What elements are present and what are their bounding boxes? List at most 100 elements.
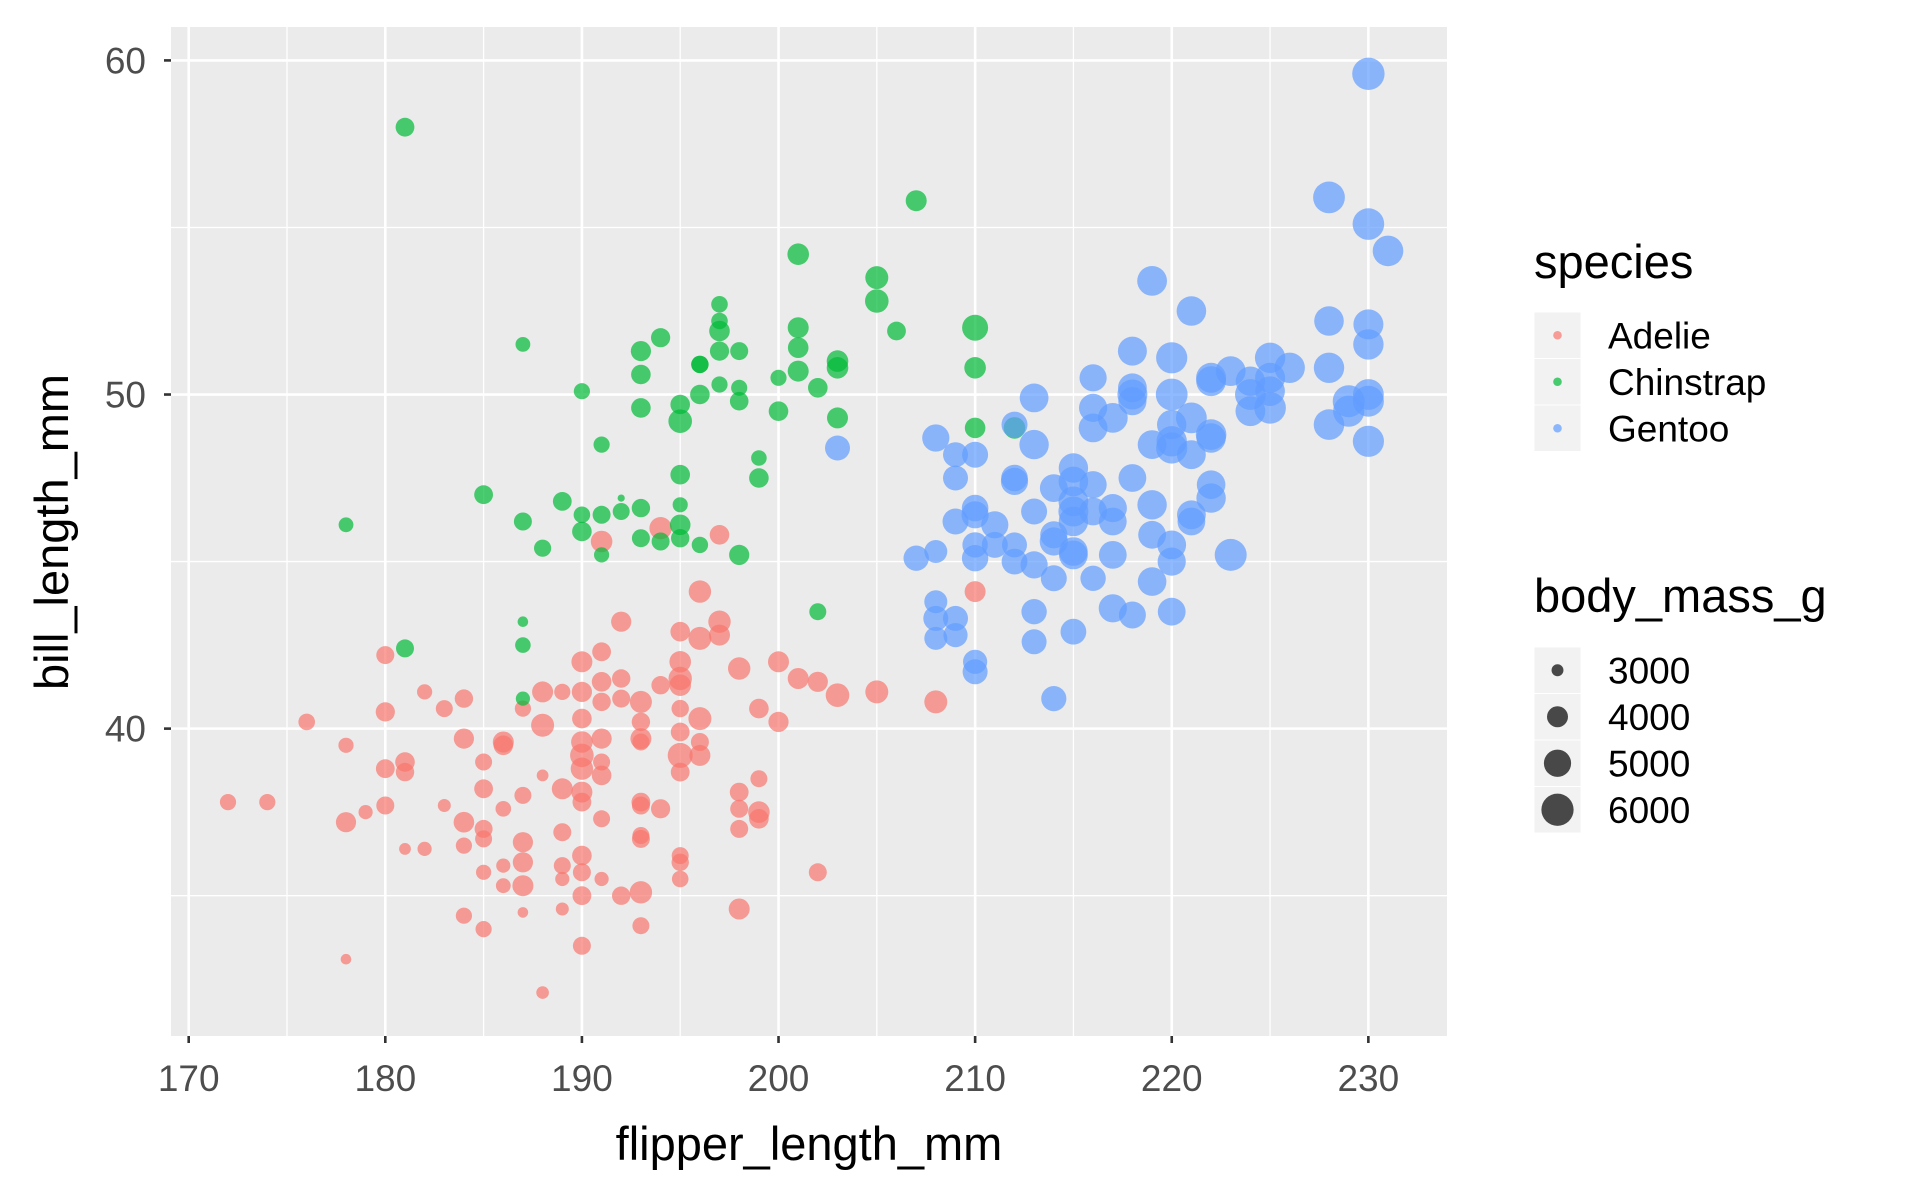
- point-adelie: [395, 762, 415, 782]
- point-chinstrap: [572, 521, 592, 542]
- point-adelie: [649, 517, 672, 540]
- point-gentoo: [1118, 601, 1146, 629]
- point-chinstrap: [515, 637, 531, 653]
- point-adelie: [669, 674, 691, 696]
- point-gentoo: [1214, 538, 1247, 571]
- point-adelie: [787, 668, 809, 689]
- point-chinstrap: [731, 379, 748, 396]
- point-adelie: [475, 921, 492, 938]
- point-chinstrap: [711, 376, 728, 393]
- point-adelie: [417, 841, 432, 857]
- point-chinstrap: [729, 544, 750, 566]
- point-chinstrap: [573, 506, 591, 524]
- point-chinstrap: [711, 296, 728, 313]
- point-adelie: [924, 690, 948, 714]
- point-gentoo: [922, 424, 950, 452]
- point-chinstrap: [593, 436, 610, 453]
- point-adelie: [474, 779, 493, 799]
- point-adelie: [629, 690, 652, 713]
- point-adelie: [476, 864, 492, 880]
- point-gentoo: [1352, 57, 1385, 90]
- point-adelie: [612, 689, 631, 708]
- y-tick-label: 50: [105, 375, 146, 416]
- point-gentoo: [943, 623, 968, 648]
- point-adelie: [669, 651, 691, 673]
- point-adelie: [611, 611, 632, 632]
- point-adelie: [730, 819, 749, 838]
- point-gentoo: [1177, 507, 1206, 536]
- grid-lines: [171, 27, 1447, 1036]
- point-adelie: [670, 722, 690, 742]
- x-axis-title: flipper_length_mm: [616, 1117, 1003, 1170]
- point-adelie: [728, 898, 750, 920]
- point-chinstrap: [395, 117, 415, 137]
- point-gentoo: [1137, 266, 1167, 296]
- point-adelie: [688, 580, 712, 603]
- point-chinstrap: [670, 394, 690, 415]
- point-adelie: [768, 651, 789, 673]
- plot-panel: [171, 27, 1447, 1036]
- point-gentoo: [1040, 565, 1067, 592]
- point-adelie: [572, 792, 592, 812]
- legend-size-swatch: [1547, 706, 1568, 728]
- legend-swatch-adelie: [1553, 330, 1562, 340]
- point-adelie: [531, 713, 555, 737]
- point-adelie: [512, 832, 534, 853]
- point-adelie: [593, 753, 611, 771]
- point-gentoo: [1041, 686, 1067, 712]
- point-adelie: [671, 853, 689, 871]
- point-chinstrap: [515, 337, 531, 352]
- point-chinstrap: [513, 512, 532, 531]
- point-adelie: [455, 837, 472, 854]
- point-gentoo: [981, 531, 1008, 558]
- point-adelie: [376, 646, 395, 665]
- data-points: [219, 57, 1404, 999]
- point-gentoo: [924, 626, 948, 650]
- point-adelie: [572, 863, 591, 882]
- point-adelie: [536, 986, 549, 999]
- point-gentoo: [943, 605, 968, 631]
- point-gentoo: [1098, 541, 1127, 569]
- point-adelie: [730, 799, 749, 818]
- point-adelie: [475, 753, 493, 771]
- point-adelie: [570, 757, 594, 780]
- point-adelie: [453, 728, 474, 749]
- point-adelie: [590, 530, 613, 553]
- point-gentoo: [1157, 597, 1186, 626]
- point-adelie: [514, 786, 532, 804]
- point-chinstrap: [730, 342, 749, 361]
- point-gentoo: [1019, 429, 1049, 460]
- point-gentoo: [1352, 425, 1384, 457]
- point-adelie: [612, 886, 631, 905]
- point-gentoo: [1060, 618, 1087, 645]
- legend-size-swatch: [1543, 749, 1572, 777]
- point-gentoo: [825, 435, 850, 461]
- point-adelie: [514, 700, 532, 717]
- point-adelie: [964, 581, 986, 603]
- point-chinstrap: [338, 517, 354, 533]
- point-adelie: [728, 657, 751, 680]
- x-tick-label: 200: [748, 1058, 810, 1099]
- point-adelie: [591, 765, 612, 786]
- point-adelie: [532, 681, 554, 703]
- point-adelie: [670, 621, 690, 642]
- point-adelie: [417, 684, 433, 700]
- point-adelie: [807, 671, 828, 692]
- point-adelie: [555, 902, 569, 916]
- point-adelie: [475, 830, 493, 848]
- axes: 170 180 190 200 210 220 230 40 50 60: [105, 40, 1399, 1099]
- point-gentoo: [1059, 537, 1088, 566]
- point-adelie: [512, 852, 534, 873]
- point-chinstrap: [631, 398, 651, 418]
- point-gentoo: [1118, 464, 1147, 492]
- point-gentoo: [1019, 383, 1049, 413]
- species-legend: species Adelie Chinstrap Gentoo: [1533, 235, 1766, 452]
- point-gentoo: [1117, 336, 1147, 366]
- legend-size-swatch: [1551, 664, 1564, 677]
- point-gentoo: [1155, 378, 1188, 411]
- point-adelie: [768, 711, 789, 733]
- y-axis-title: bill_length_mm: [25, 374, 78, 690]
- point-gentoo: [961, 545, 989, 572]
- point-adelie: [493, 735, 514, 756]
- point-adelie: [709, 525, 730, 545]
